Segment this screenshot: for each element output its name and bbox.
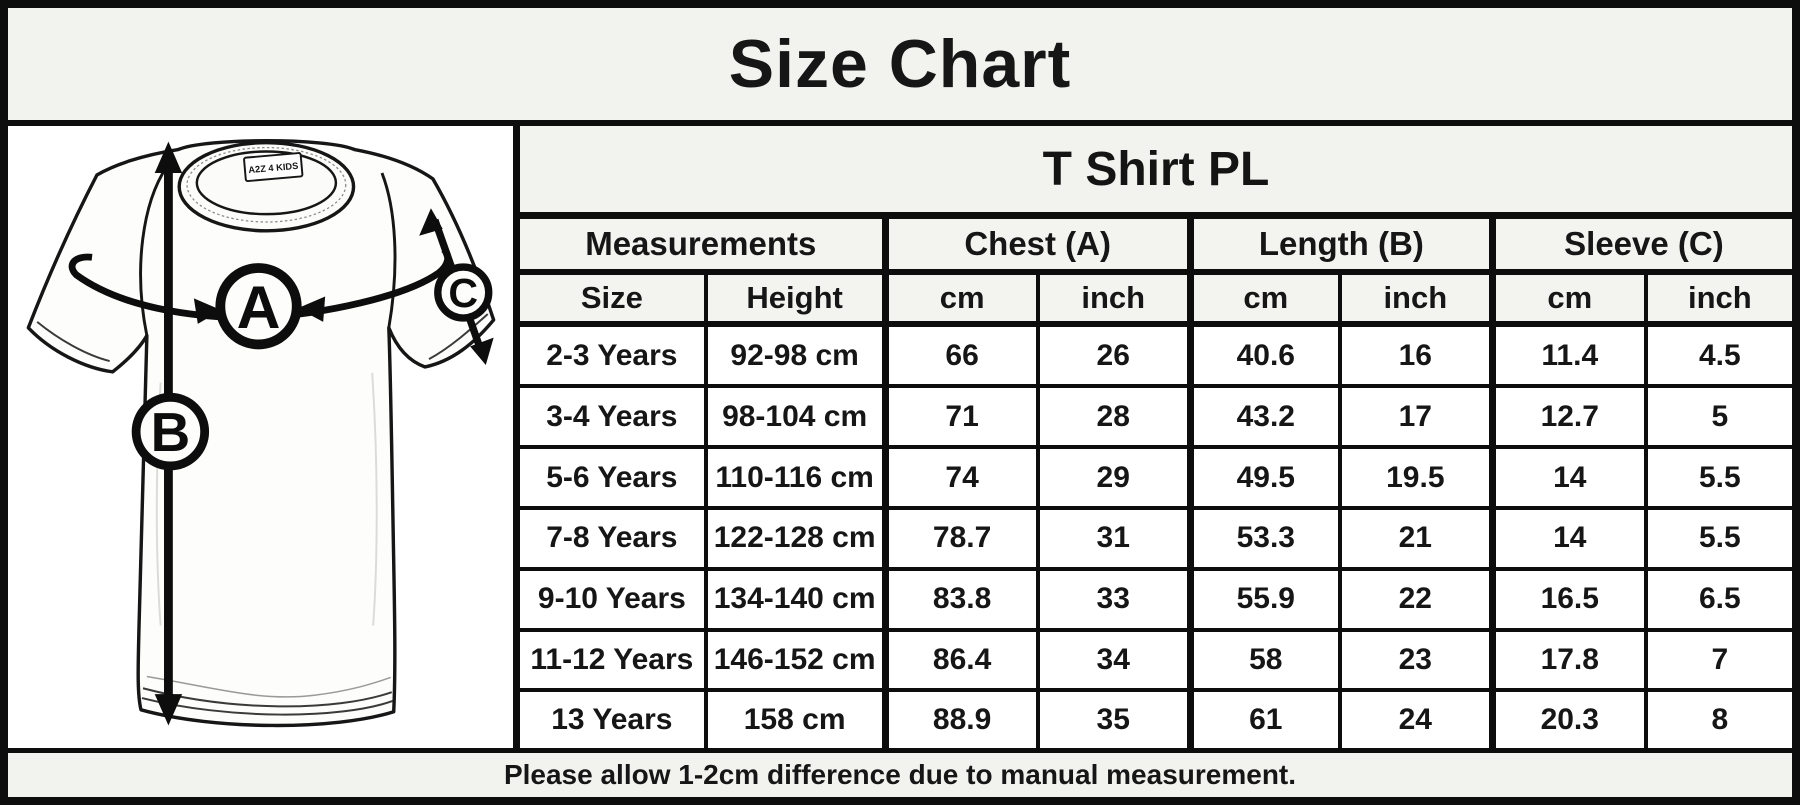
column-header-length-cm: cm [1186,270,1342,327]
table-cell: 21 [1337,505,1495,571]
group-header-length: Length (B) [1186,219,1495,275]
table-cell: 88.9 [881,688,1040,748]
table-cell: 92-98 cm [703,321,888,389]
page-title: Size Chart [728,26,1072,102]
table-cell: 26 [1035,321,1193,389]
table-cell: 20.3 [1488,688,1648,748]
table-cell: 158 cm [703,688,888,748]
table-cell: 9-10 Years [520,566,708,632]
column-header-height: Height [703,270,888,327]
table-cell: 74 [881,445,1040,510]
table-cell: 43.2 [1186,384,1342,450]
table-cell: 61 [1186,688,1342,748]
table-cell: 23 [1337,627,1495,693]
size-table-panel: T Shirt PL Measurements Chest (A) Length… [520,126,1792,748]
table-cell: 8 [1643,688,1792,748]
group-header-row: Measurements Chest (A) Length (B) Sleeve… [520,219,1792,275]
table-cell: 13 Years [520,688,708,748]
table-cell: 35 [1035,688,1193,748]
table-cell: 6.5 [1643,566,1792,632]
table-cell: 16.5 [1488,566,1648,632]
table-cell: 4.5 [1643,321,1792,389]
size-table: Measurements Chest (A) Length (B) Sleeve… [520,219,1792,748]
table-cell: 31 [1035,505,1193,571]
length-label: B [151,401,191,463]
table-cell: 134-140 cm [703,566,888,632]
column-header-sleeve-inch: inch [1643,270,1792,327]
table-cell: 98-104 cm [703,384,888,450]
table-cell: 83.8 [881,566,1040,632]
title-band: Size Chart [8,8,1792,126]
footer-band: Please allow 1-2cm difference due to man… [8,748,1792,797]
chest-label-circle: A [215,263,302,350]
table-cell: 146-152 cm [703,627,888,693]
table-cell: 5 [1643,384,1792,450]
table-cell: 55.9 [1186,566,1342,632]
table-cell: 5-6 Years [520,445,708,510]
table-cell: 34 [1035,627,1193,693]
table-cell: 11.4 [1488,321,1648,389]
table-row: 7-8 Years 122-128 cm 78.7 31 53.3 21 14 … [520,505,1792,571]
size-rows: 2-3 Years 92-98 cm 66 26 40.6 16 11.4 4.… [520,321,1792,748]
table-cell: 40.6 [1186,321,1342,389]
tshirt-outline [26,138,496,728]
table-cell: 86.4 [881,627,1040,693]
table-cell: 3-4 Years [520,384,708,450]
column-header-row: Size Height cm inch cm inch cm inch [520,270,1792,327]
group-header-measurements: Measurements [520,219,888,275]
table-row: 11-12 Years 146-152 cm 86.4 34 58 23 17.… [520,627,1792,693]
table-cell: 49.5 [1186,445,1342,510]
column-header-length-inch: inch [1337,270,1495,327]
table-row: 9-10 Years 134-140 cm 83.8 33 55.9 22 16… [520,566,1792,632]
table-title: T Shirt PL [520,126,1792,219]
measurement-note: Please allow 1-2cm difference due to man… [503,759,1297,790]
table-cell: 16 [1337,321,1495,389]
table-cell: 17.8 [1488,627,1648,693]
brand-tag: A2Z 4 KIDS [243,152,304,183]
group-header-chest: Chest (A) [881,219,1193,275]
table-cell: 12.7 [1488,384,1648,450]
table-cell: 71 [881,384,1040,450]
table-cell: 33 [1035,566,1193,632]
length-label-circle: B [131,392,210,471]
column-header-chest-cm: cm [881,270,1040,327]
chest-label: A [237,273,281,341]
table-cell: 66 [881,321,1040,389]
table-row: 3-4 Years 98-104 cm 71 28 43.2 17 12.7 5 [520,384,1792,450]
brand-tag-label: A2Z 4 KIDS [248,161,299,175]
table-cell: 19.5 [1337,445,1495,510]
column-header-size: Size [520,270,708,327]
table-row: 2-3 Years 92-98 cm 66 26 40.6 16 11.4 4.… [520,321,1792,389]
table-cell: 11-12 Years [520,627,708,693]
table-cell: 29 [1035,445,1193,510]
table-cell: 7-8 Years [520,505,708,571]
sleeve-label: C [448,270,478,316]
tshirt-measurement-diagram: A2Z 4 KIDS [26,138,496,728]
table-cell: 14 [1488,445,1648,510]
table-cell: 122-128 cm [703,505,888,571]
table-cell: 110-116 cm [703,445,888,510]
table-cell: 14 [1488,505,1648,571]
table-row: 13 Years 158 cm 88.9 35 61 24 20.3 8 [520,688,1792,748]
table-cell: 5.5 [1643,445,1792,510]
column-header-sleeve-cm: cm [1488,270,1648,327]
table-cell: 28 [1035,384,1193,450]
tshirt-illustration-panel: A2Z 4 KIDS [8,126,520,748]
table-cell: 5.5 [1643,505,1792,571]
group-header-sleeve: Sleeve (C) [1488,219,1792,275]
table-cell: 7 [1643,627,1792,693]
table-cell: 17 [1337,384,1495,450]
table-cell: 53.3 [1186,505,1342,571]
table-cell: 22 [1337,566,1495,632]
table-cell: 24 [1337,688,1495,748]
table-cell: 2-3 Years [520,321,708,389]
content-area: A2Z 4 KIDS [8,126,1792,748]
column-header-chest-inch: inch [1035,270,1193,327]
sleeve-label-circle: C [434,263,493,322]
table-cell: 78.7 [881,505,1040,571]
table-cell: 58 [1186,627,1342,693]
table-row: 5-6 Years 110-116 cm 74 29 49.5 19.5 14 … [520,445,1792,510]
